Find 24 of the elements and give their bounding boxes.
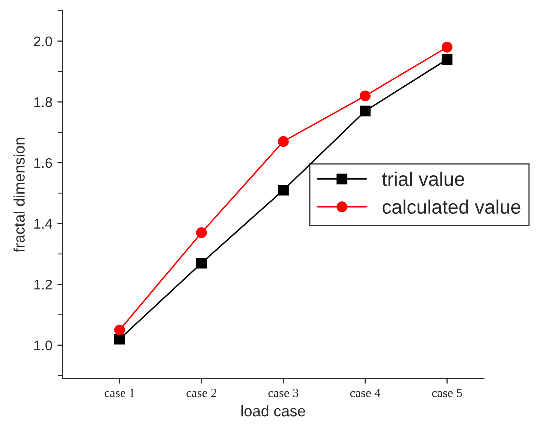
point — [196, 228, 208, 238]
y-axis-title: fractal dimension — [14, 138, 25, 252]
point — [360, 90, 371, 102]
y-tick-label: 1.0 — [34, 340, 52, 351]
x-tick-label: case 4 — [350, 389, 381, 398]
legend-label: calculated value — [382, 200, 521, 214]
y-tick-label: 1.2 — [34, 280, 52, 290]
y-tick-label: 1.8 — [34, 98, 52, 108]
legend-label: trial value — [382, 172, 464, 186]
y-tick-label: 1.4 — [34, 219, 52, 229]
x-tick-label: case 5 — [432, 389, 462, 398]
point — [278, 136, 289, 148]
x-tick-label: case 2 — [186, 388, 216, 398]
y-tick-label: 1.6 — [34, 158, 52, 168]
point — [278, 184, 289, 196]
point — [360, 106, 371, 117]
y-tick-label: 2.0 — [34, 36, 52, 47]
point — [442, 54, 453, 65]
x-axis-title: load case — [242, 405, 306, 417]
point — [442, 42, 453, 53]
x-tick-label: case 3 — [268, 388, 299, 398]
x-tick-label: case 1 — [104, 389, 135, 398]
point — [114, 324, 126, 336]
point — [196, 258, 208, 269]
